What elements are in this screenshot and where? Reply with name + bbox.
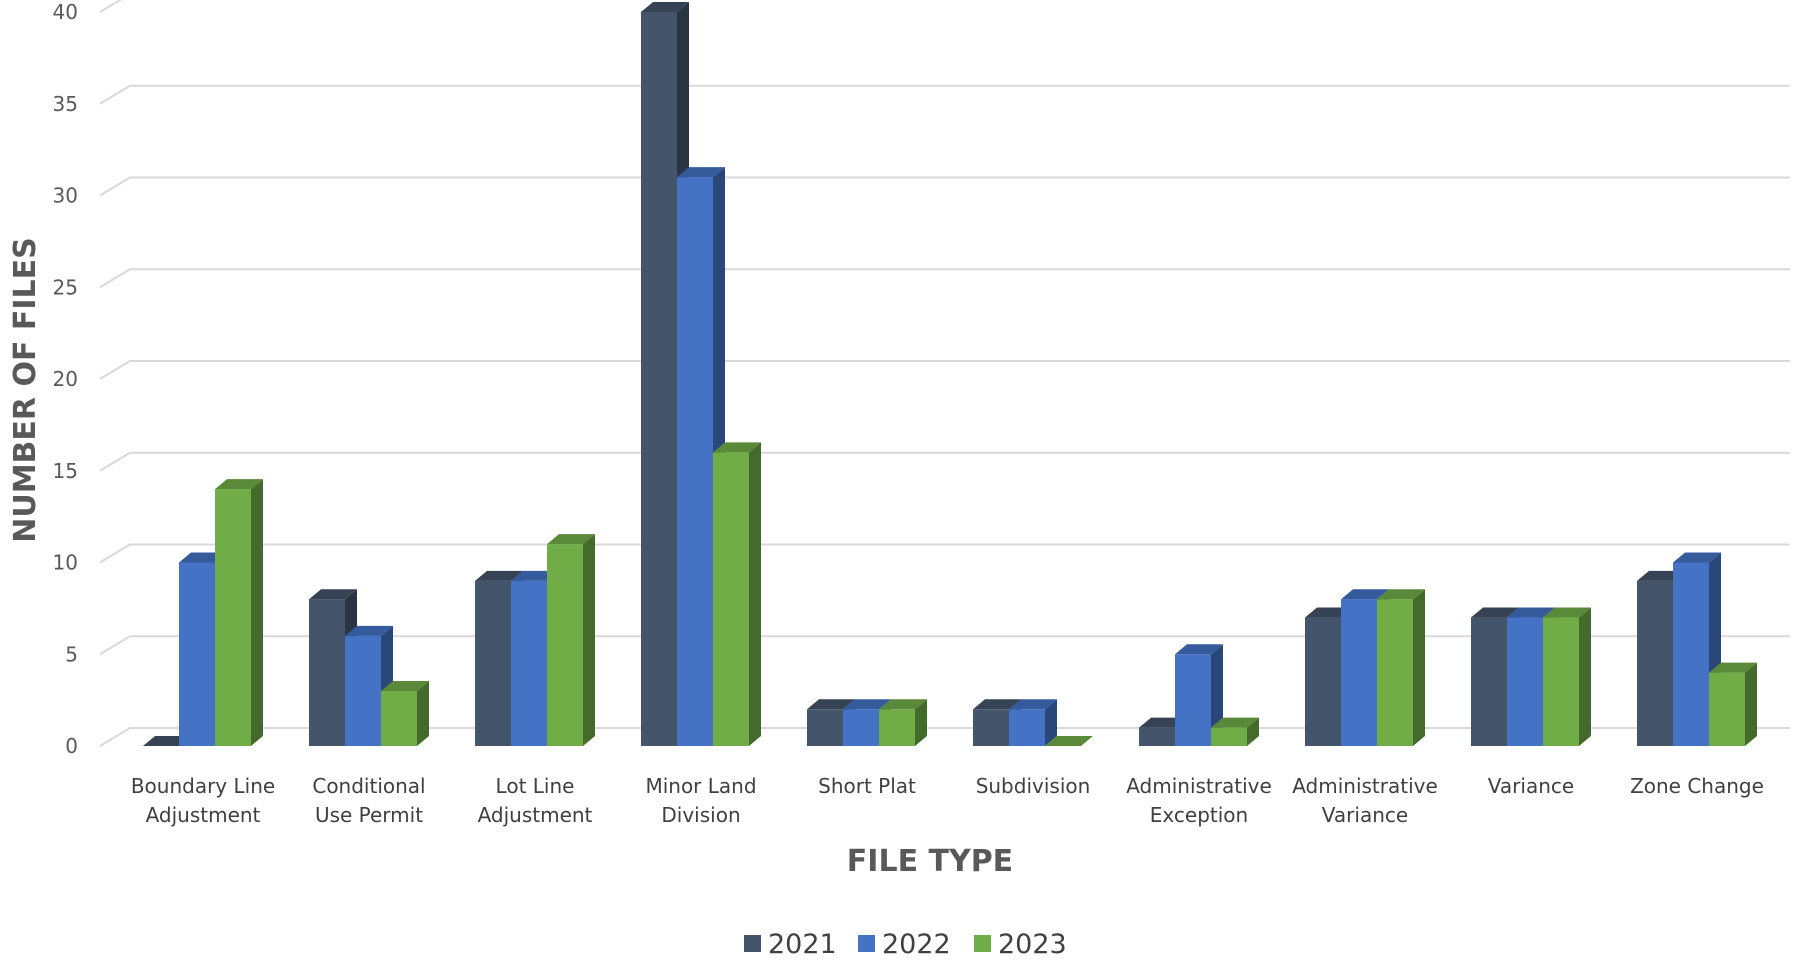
bar-2023-6 xyxy=(1211,717,1259,746)
y-tick-label: 30 xyxy=(53,184,78,208)
gridlines xyxy=(99,0,1790,747)
y-tick-label: 20 xyxy=(53,367,78,391)
gridline xyxy=(99,360,1790,380)
y-tick-label: 15 xyxy=(53,459,78,483)
gridline xyxy=(99,635,1790,656)
x-category-label: Variance xyxy=(1488,774,1574,798)
legend-label-2022: 2022 xyxy=(882,929,951,960)
bar-2023-9 xyxy=(1709,662,1757,746)
x-category-label: Minor Land Division xyxy=(645,774,756,827)
x-category-label: Administrative Exception xyxy=(1126,774,1272,827)
bar-2023-0 xyxy=(215,479,263,746)
gridline xyxy=(99,0,122,13)
bar-2023-3 xyxy=(713,442,761,746)
x-category-label: Lot Line Adjustment xyxy=(478,774,593,827)
x-axis-category-labels: Boundary Line Adjustment Conditional Use Pe… xyxy=(131,774,1764,827)
gridline xyxy=(99,268,1790,289)
bar-2023-2 xyxy=(547,534,595,746)
bar-2023-7 xyxy=(1377,589,1425,746)
legend: 2021 2022 2023 xyxy=(744,929,1067,960)
bar-2022-6 xyxy=(1175,644,1223,746)
x-category-label: Subdivision xyxy=(976,774,1091,798)
x-category-label: Conditional Use Permit xyxy=(312,774,425,827)
x-category-label: Short Plat xyxy=(818,774,916,798)
bar-2023-5 xyxy=(1045,736,1093,746)
x-axis-title: FILE TYPE xyxy=(847,844,1013,879)
y-tick-label: 5 xyxy=(65,642,78,666)
gridline xyxy=(99,84,1790,105)
y-tick-label: 25 xyxy=(53,275,78,299)
legend-label-2021: 2021 xyxy=(768,929,837,960)
gridline xyxy=(99,451,1790,472)
legend-swatch-2023 xyxy=(974,935,991,952)
legend-swatch-2022 xyxy=(858,935,875,952)
bars xyxy=(143,2,1757,746)
x-category-label: Boundary Line Adjustment xyxy=(131,774,275,827)
y-tick-label: 10 xyxy=(53,551,78,575)
x-category-label: Zone Change xyxy=(1630,774,1764,798)
y-axis-title: NUMBER OF FILES xyxy=(8,237,43,543)
bar-2023-1 xyxy=(381,680,429,746)
gridline xyxy=(99,543,1790,564)
bar-2023-4 xyxy=(879,699,927,746)
y-tick-label: 0 xyxy=(65,734,78,758)
x-category-label: Administrative Variance xyxy=(1292,774,1438,827)
bar-2023-8 xyxy=(1543,607,1591,746)
y-axis-tick-labels: 0 5 10 15 20 25 30 35 40 xyxy=(53,0,78,758)
y-tick-label: 40 xyxy=(53,0,78,24)
gridline xyxy=(99,176,1790,197)
legend-label-2023: 2023 xyxy=(998,929,1067,960)
bar-2022-5 xyxy=(1009,699,1057,746)
legend-swatch-2021 xyxy=(744,935,761,952)
y-tick-label: 35 xyxy=(53,92,78,116)
